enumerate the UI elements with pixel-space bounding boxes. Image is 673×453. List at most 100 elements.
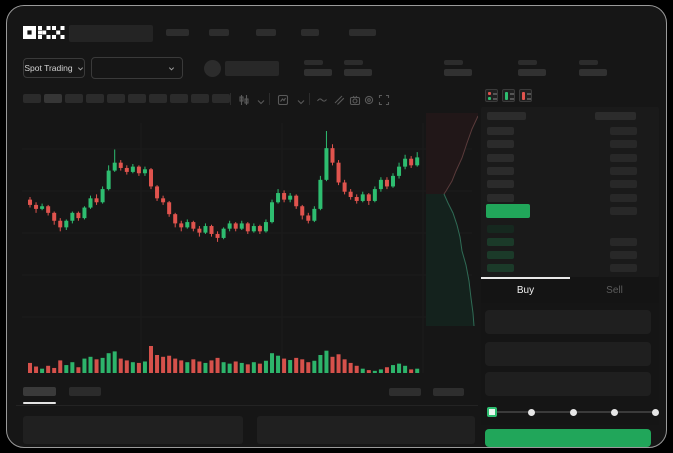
settings-gear-icon[interactable] (362, 93, 375, 106)
volume-bar (106, 353, 111, 373)
bottom-divider (16, 405, 478, 406)
ticker-stat-value-2 (444, 69, 472, 76)
ask-price-placeholder-5[interactable] (487, 194, 514, 202)
slider-mark-25[interactable] (528, 409, 536, 416)
ask-price-placeholder-1[interactable] (487, 140, 514, 148)
volume-bar (167, 355, 172, 373)
candle-body (142, 169, 147, 174)
volume-bar (88, 356, 93, 373)
bottom-tab-0[interactable] (23, 387, 56, 396)
nav-item-placeholder-1[interactable] (209, 29, 229, 36)
chevron-down-icon[interactable] (294, 95, 307, 108)
ask-price-placeholder-3[interactable] (487, 167, 514, 175)
timeframe-button-9[interactable] (212, 94, 230, 103)
timeframe-button-0[interactable] (23, 94, 41, 103)
price-input[interactable] (485, 310, 651, 334)
orderbook-asks-view-toggle[interactable] (519, 89, 532, 102)
timeframe-button-8[interactable] (191, 94, 209, 103)
bid-price-placeholder-1[interactable] (487, 238, 514, 246)
volume-bar (215, 357, 220, 373)
tab-sell[interactable]: Sell (606, 284, 623, 296)
volume-bar (312, 360, 317, 373)
candle-body (300, 206, 305, 216)
candle-body (233, 223, 238, 229)
candle-body (209, 226, 214, 234)
bid-price-placeholder-3[interactable] (487, 264, 514, 272)
nav-item-placeholder-2[interactable] (256, 29, 276, 36)
ask-amount-placeholder-1 (610, 140, 637, 148)
timeframe-button-5[interactable] (128, 94, 146, 103)
total-input[interactable] (485, 372, 651, 396)
candle-body (245, 223, 250, 232)
bottom-tab-1[interactable] (69, 387, 101, 396)
candle-body (215, 233, 220, 238)
depth-chart[interactable] (426, 113, 478, 326)
buy-submit-button[interactable] (485, 429, 651, 447)
candlestick-chart-canvas[interactable] (16, 109, 478, 379)
timeframe-button-2[interactable] (65, 94, 83, 103)
candle-body (221, 228, 226, 238)
toolbar-separator (309, 93, 310, 105)
ask-price-placeholder-0[interactable] (487, 127, 514, 135)
nav-item-placeholder-4[interactable] (349, 29, 376, 36)
timeframe-button-1[interactable] (44, 94, 62, 103)
market-type-selector[interactable]: Spot Trading (23, 58, 85, 78)
bottom-action-placeholder-0[interactable] (389, 388, 421, 396)
ticker-stat-value-3 (518, 69, 546, 76)
candle-body (34, 204, 39, 209)
candle-body (324, 148, 329, 180)
draw-tool-icon[interactable] (332, 93, 345, 106)
fullscreen-icon[interactable] (377, 93, 390, 106)
slider-mark-75[interactable] (610, 409, 618, 416)
orderbook-amount-header-placeholder (595, 112, 636, 120)
volume-bar (203, 362, 208, 373)
volume-bar (173, 358, 178, 373)
nav-search-placeholder[interactable] (69, 25, 153, 42)
candlestick-type-icon[interactable] (237, 93, 250, 106)
volume-bar (342, 359, 347, 373)
candle-body (348, 191, 353, 197)
line-tool-icon[interactable] (315, 93, 328, 106)
indicators-icon[interactable] (276, 93, 289, 106)
app-window: Spot Trading (6, 5, 667, 448)
timeframe-button-4[interactable] (107, 94, 125, 103)
nav-item-placeholder-3[interactable] (301, 29, 319, 36)
ask-price-placeholder-4[interactable] (487, 180, 514, 188)
ask-amount-placeholder-0 (610, 127, 637, 135)
volume-bar (64, 365, 69, 373)
okx-logo[interactable] (23, 26, 65, 40)
volume-bar (28, 362, 32, 373)
slider-mark-50[interactable] (569, 409, 577, 416)
candle-body (288, 195, 293, 200)
timeframe-button-7[interactable] (170, 94, 188, 103)
candle-body (263, 222, 268, 232)
volume-bar (397, 363, 402, 373)
volume-bar (251, 362, 256, 373)
orderbook-panel (481, 107, 659, 277)
pair-name-placeholder (225, 61, 279, 76)
ask-price-placeholder-2[interactable] (487, 154, 514, 162)
candle-body (384, 179, 389, 187)
pair-selector-dropdown[interactable] (91, 57, 183, 79)
amount-input[interactable] (485, 342, 651, 366)
orderbook-combined-view-toggle[interactable] (485, 89, 498, 102)
chevron-down-icon[interactable] (254, 95, 267, 108)
nav-item-placeholder-0[interactable] (166, 29, 189, 36)
tab-buy[interactable]: Buy (481, 277, 570, 303)
volume-bar (360, 368, 365, 373)
bid-price-placeholder-2[interactable] (487, 251, 514, 259)
volume-bar (384, 367, 389, 373)
timeframe-button-6[interactable] (149, 94, 167, 103)
timeframe-button-3[interactable] (86, 94, 104, 103)
bottom-action-placeholder-1[interactable] (433, 388, 464, 396)
slider-mark-100[interactable] (652, 409, 659, 416)
volume-bar (257, 363, 262, 373)
orderbook-bids-view-toggle[interactable] (502, 89, 515, 102)
orderbook-last-price[interactable] (486, 204, 530, 218)
candle-body (342, 182, 347, 192)
candle-body (130, 166, 135, 172)
slider-handle[interactable] (487, 407, 497, 417)
candle-body (391, 175, 395, 187)
bid-price-placeholder-0[interactable] (487, 225, 514, 233)
camera-icon[interactable] (348, 93, 361, 106)
